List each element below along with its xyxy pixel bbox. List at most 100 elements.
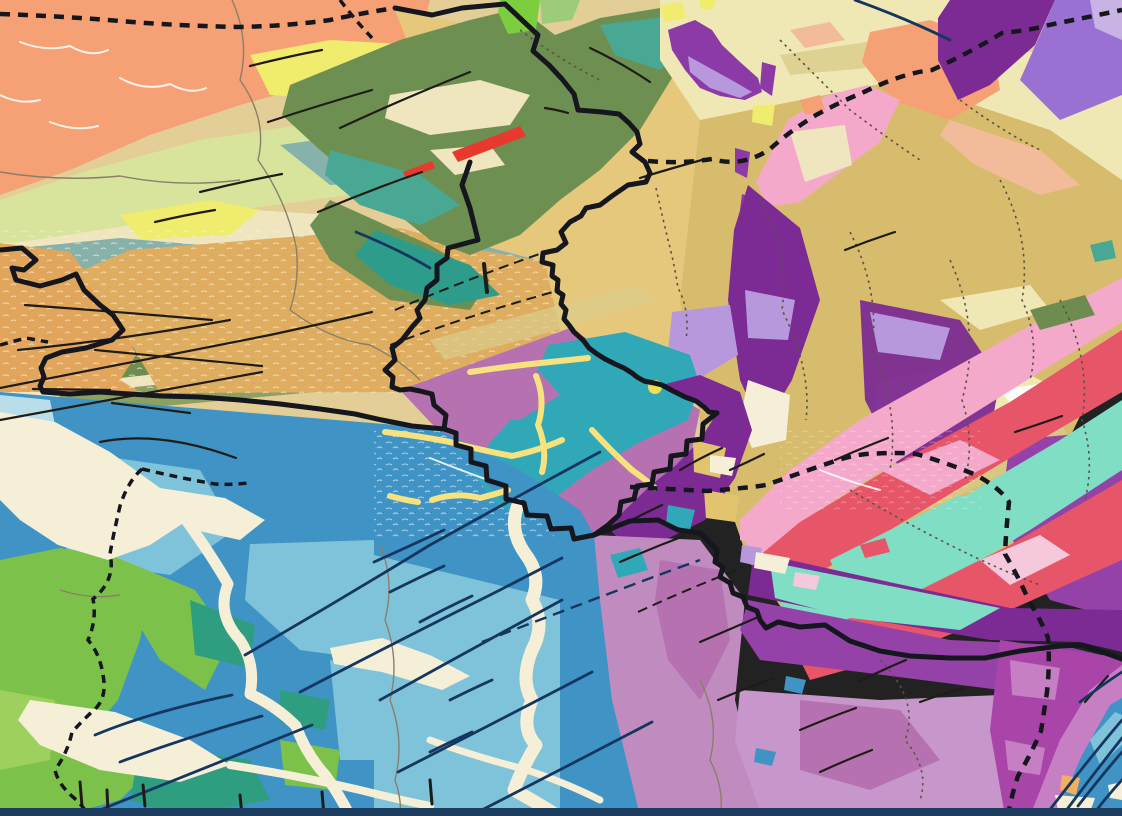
geo-unit-yellow-fringe xyxy=(752,104,775,126)
geo-unit-salmon-pale xyxy=(940,120,1080,195)
fault-line xyxy=(1013,414,1064,434)
geo-unit-purple-wedge xyxy=(668,20,762,100)
geo-unit-pink-dot xyxy=(740,520,768,546)
fault-line-navy xyxy=(1076,750,1122,808)
geo-unit-teal-dot xyxy=(1090,240,1116,262)
region-boundary xyxy=(591,517,1122,662)
fault-line-dashed xyxy=(637,567,743,613)
fault-line-navy-dashed xyxy=(481,558,701,644)
fault-line xyxy=(98,437,238,460)
fault-line xyxy=(678,446,724,472)
texture-squiggles xyxy=(0,41,881,491)
white-squiggle xyxy=(0,94,41,103)
admin-dotted xyxy=(759,199,808,421)
geo-unit-teal-spot xyxy=(610,548,648,578)
fault-line-navy xyxy=(1078,670,1122,704)
fault-line-navy xyxy=(354,230,432,270)
fault-line-navy xyxy=(243,450,602,657)
geo-unit-pale-lavender xyxy=(1090,0,1122,40)
fault-line xyxy=(618,534,686,564)
admin-dotted xyxy=(779,39,921,161)
fault-line-navy xyxy=(448,678,494,702)
geo-unit-cream-spot xyxy=(1108,782,1122,800)
fault-line-dashed xyxy=(389,289,561,346)
geo-unit-yellow-fringe xyxy=(700,0,716,10)
fault-line-navy xyxy=(372,528,446,564)
fault-line xyxy=(543,106,570,115)
admin-lines-layer xyxy=(0,0,1091,816)
international-boundary xyxy=(629,450,1052,816)
admin-dotted xyxy=(959,99,1041,151)
geo-unit-red-dot xyxy=(860,538,890,558)
admin-dotted xyxy=(849,231,894,471)
geo-unit-pink-dot xyxy=(793,572,820,590)
white-squiggle xyxy=(119,77,207,92)
fault-line-dashed xyxy=(394,251,546,311)
white-squiggle xyxy=(429,457,489,481)
geo-unit-teal-spot xyxy=(666,505,695,530)
river-se-blue xyxy=(426,736,604,804)
geo-unit-green-arm xyxy=(118,558,230,690)
geo-unit-light-blue xyxy=(245,540,374,660)
geo-unit-lavender-blob xyxy=(745,290,795,340)
admin-dotted xyxy=(999,179,1035,381)
geo-unit-dark-purple-wedge xyxy=(938,0,1055,100)
admin-line xyxy=(0,171,241,184)
geo-unit-teal-patch xyxy=(325,150,460,225)
fault-line xyxy=(843,230,897,252)
geo-unit-mint-se xyxy=(770,562,1000,630)
geo-unit-cream-blob xyxy=(740,380,790,448)
fault-line xyxy=(110,401,192,415)
geo-unit-pale-inlier xyxy=(940,285,1050,330)
river-valley-sw xyxy=(18,700,230,782)
geo-unit-salmon-pale xyxy=(790,22,845,48)
fault-line xyxy=(716,676,776,702)
river-sw xyxy=(226,761,434,810)
admin-line xyxy=(231,0,298,311)
geo-unit-violet-band xyxy=(1020,0,1122,120)
geo-unit-lavender-streak xyxy=(688,56,752,98)
fault-line xyxy=(728,452,766,472)
river-meander xyxy=(180,514,356,816)
geo-unit-cream-dot xyxy=(754,552,790,574)
fault-line xyxy=(16,318,232,352)
fault-line-navy xyxy=(93,693,234,737)
geo-unit-red-lens xyxy=(452,126,526,162)
admin-line xyxy=(59,589,121,598)
fault-line xyxy=(23,303,214,322)
geo-unit-pale-patch xyxy=(430,145,505,175)
international-boundary xyxy=(0,5,396,30)
fault-line xyxy=(818,748,874,774)
yellow-river xyxy=(533,373,548,475)
admin-boundary-dashed xyxy=(338,0,374,40)
yellow-river xyxy=(387,493,421,505)
geo-unit-gold-patch xyxy=(704,490,740,522)
geo-unit-cream-blob xyxy=(790,125,852,182)
geo-unit-mid-green xyxy=(540,0,580,24)
fault-line xyxy=(833,436,890,462)
admin-dotted xyxy=(949,259,971,481)
fault-line xyxy=(248,48,324,68)
geo-unit-lilac-fringe xyxy=(1030,665,1122,816)
fault-line-navy xyxy=(88,723,314,816)
fault-line xyxy=(338,70,472,130)
fault-line xyxy=(93,348,264,368)
bottom-edge-strip xyxy=(0,808,1122,816)
fault-line-navy xyxy=(396,670,594,774)
fault-line-navy xyxy=(388,564,446,594)
geo-unit-mint-patch xyxy=(830,495,1010,605)
fault-line xyxy=(153,208,217,224)
geo-unit-lavender-blob xyxy=(870,312,950,360)
fault-line xyxy=(798,706,858,732)
fault-line-navy xyxy=(1060,736,1122,816)
admin-line xyxy=(379,544,402,816)
fault-line xyxy=(588,46,652,84)
fault-line xyxy=(0,310,374,390)
river-valley-band xyxy=(330,638,470,690)
geo-unit-blue-dot xyxy=(754,748,776,766)
fault-tick xyxy=(141,783,147,808)
white-squiggle xyxy=(49,121,99,130)
